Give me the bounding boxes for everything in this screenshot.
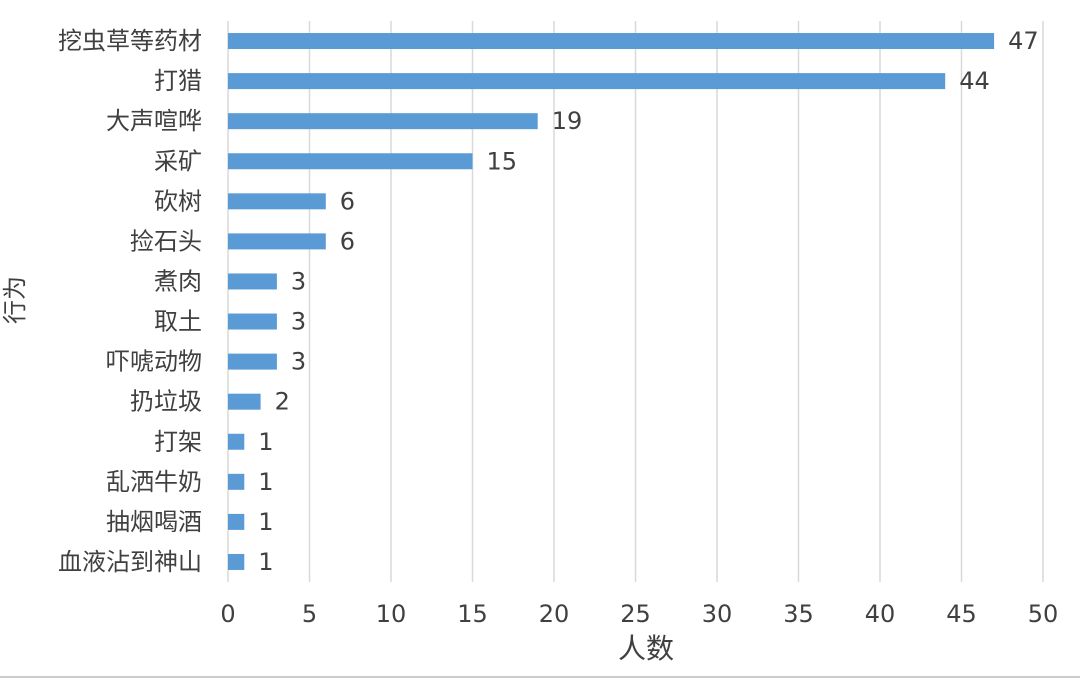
x-tick-label: 5	[302, 600, 317, 628]
y-tick-label: 取土	[154, 308, 202, 336]
value-label: 19	[552, 107, 583, 135]
y-tick-label: 扔垃圾	[130, 388, 202, 416]
bar	[228, 433, 245, 450]
bar	[228, 73, 946, 90]
bar	[228, 33, 995, 50]
value-label: 44	[959, 67, 990, 95]
x-tick-label: 50	[1028, 600, 1059, 628]
x-tick-label: 10	[376, 600, 407, 628]
bar	[228, 153, 473, 170]
x-tick-label: 20	[539, 600, 570, 628]
y-tick-label: 打猎	[154, 67, 202, 95]
bar	[228, 353, 277, 370]
x-tick-label: 45	[946, 600, 977, 628]
x-tick-label: 15	[457, 600, 488, 628]
value-label: 3	[291, 267, 306, 295]
y-tick-label: 挖虫草等药材	[58, 27, 202, 55]
bar	[228, 313, 277, 330]
y-tick-label: 采矿	[154, 147, 202, 175]
y-tick-label: 煮肉	[154, 267, 202, 295]
x-tick-label: 25	[620, 600, 651, 628]
value-label: 1	[258, 428, 273, 456]
y-tick-label: 抽烟喝酒	[106, 508, 202, 536]
value-label: 15	[487, 147, 518, 175]
value-label: 2	[275, 388, 290, 416]
bar	[228, 113, 538, 130]
bar	[228, 233, 326, 250]
value-label: 3	[291, 348, 306, 376]
y-tick-label: 捡石头	[130, 227, 202, 255]
bar	[228, 393, 261, 410]
y-tick-label: 乱洒牛奶	[106, 468, 202, 496]
value-label: 47	[1008, 27, 1039, 55]
value-label: 3	[291, 308, 306, 336]
value-label: 6	[340, 187, 355, 215]
x-tick-label: 0	[220, 600, 235, 628]
bar	[228, 473, 245, 490]
x-tick-label: 30	[702, 600, 733, 628]
y-tick-label: 砍树	[154, 187, 202, 215]
x-tick-label: 35	[783, 600, 814, 628]
bar	[228, 553, 245, 570]
y-tick-label: 吓唬动物	[106, 348, 202, 376]
y-axis-label: 行为	[1, 276, 29, 324]
value-label: 1	[258, 468, 273, 496]
y-tick-label: 血液沾到神山	[58, 548, 202, 576]
y-tick-label: 打架	[154, 428, 202, 456]
bar	[228, 273, 277, 290]
x-tick-label: 40	[865, 600, 896, 628]
x-axis-label: 人数	[618, 632, 674, 665]
value-label: 1	[258, 508, 273, 536]
bar	[228, 193, 326, 210]
value-label: 6	[340, 227, 355, 255]
bar	[228, 513, 245, 530]
y-tick-label: 大声喧哗	[106, 107, 202, 135]
value-label: 1	[258, 548, 273, 576]
